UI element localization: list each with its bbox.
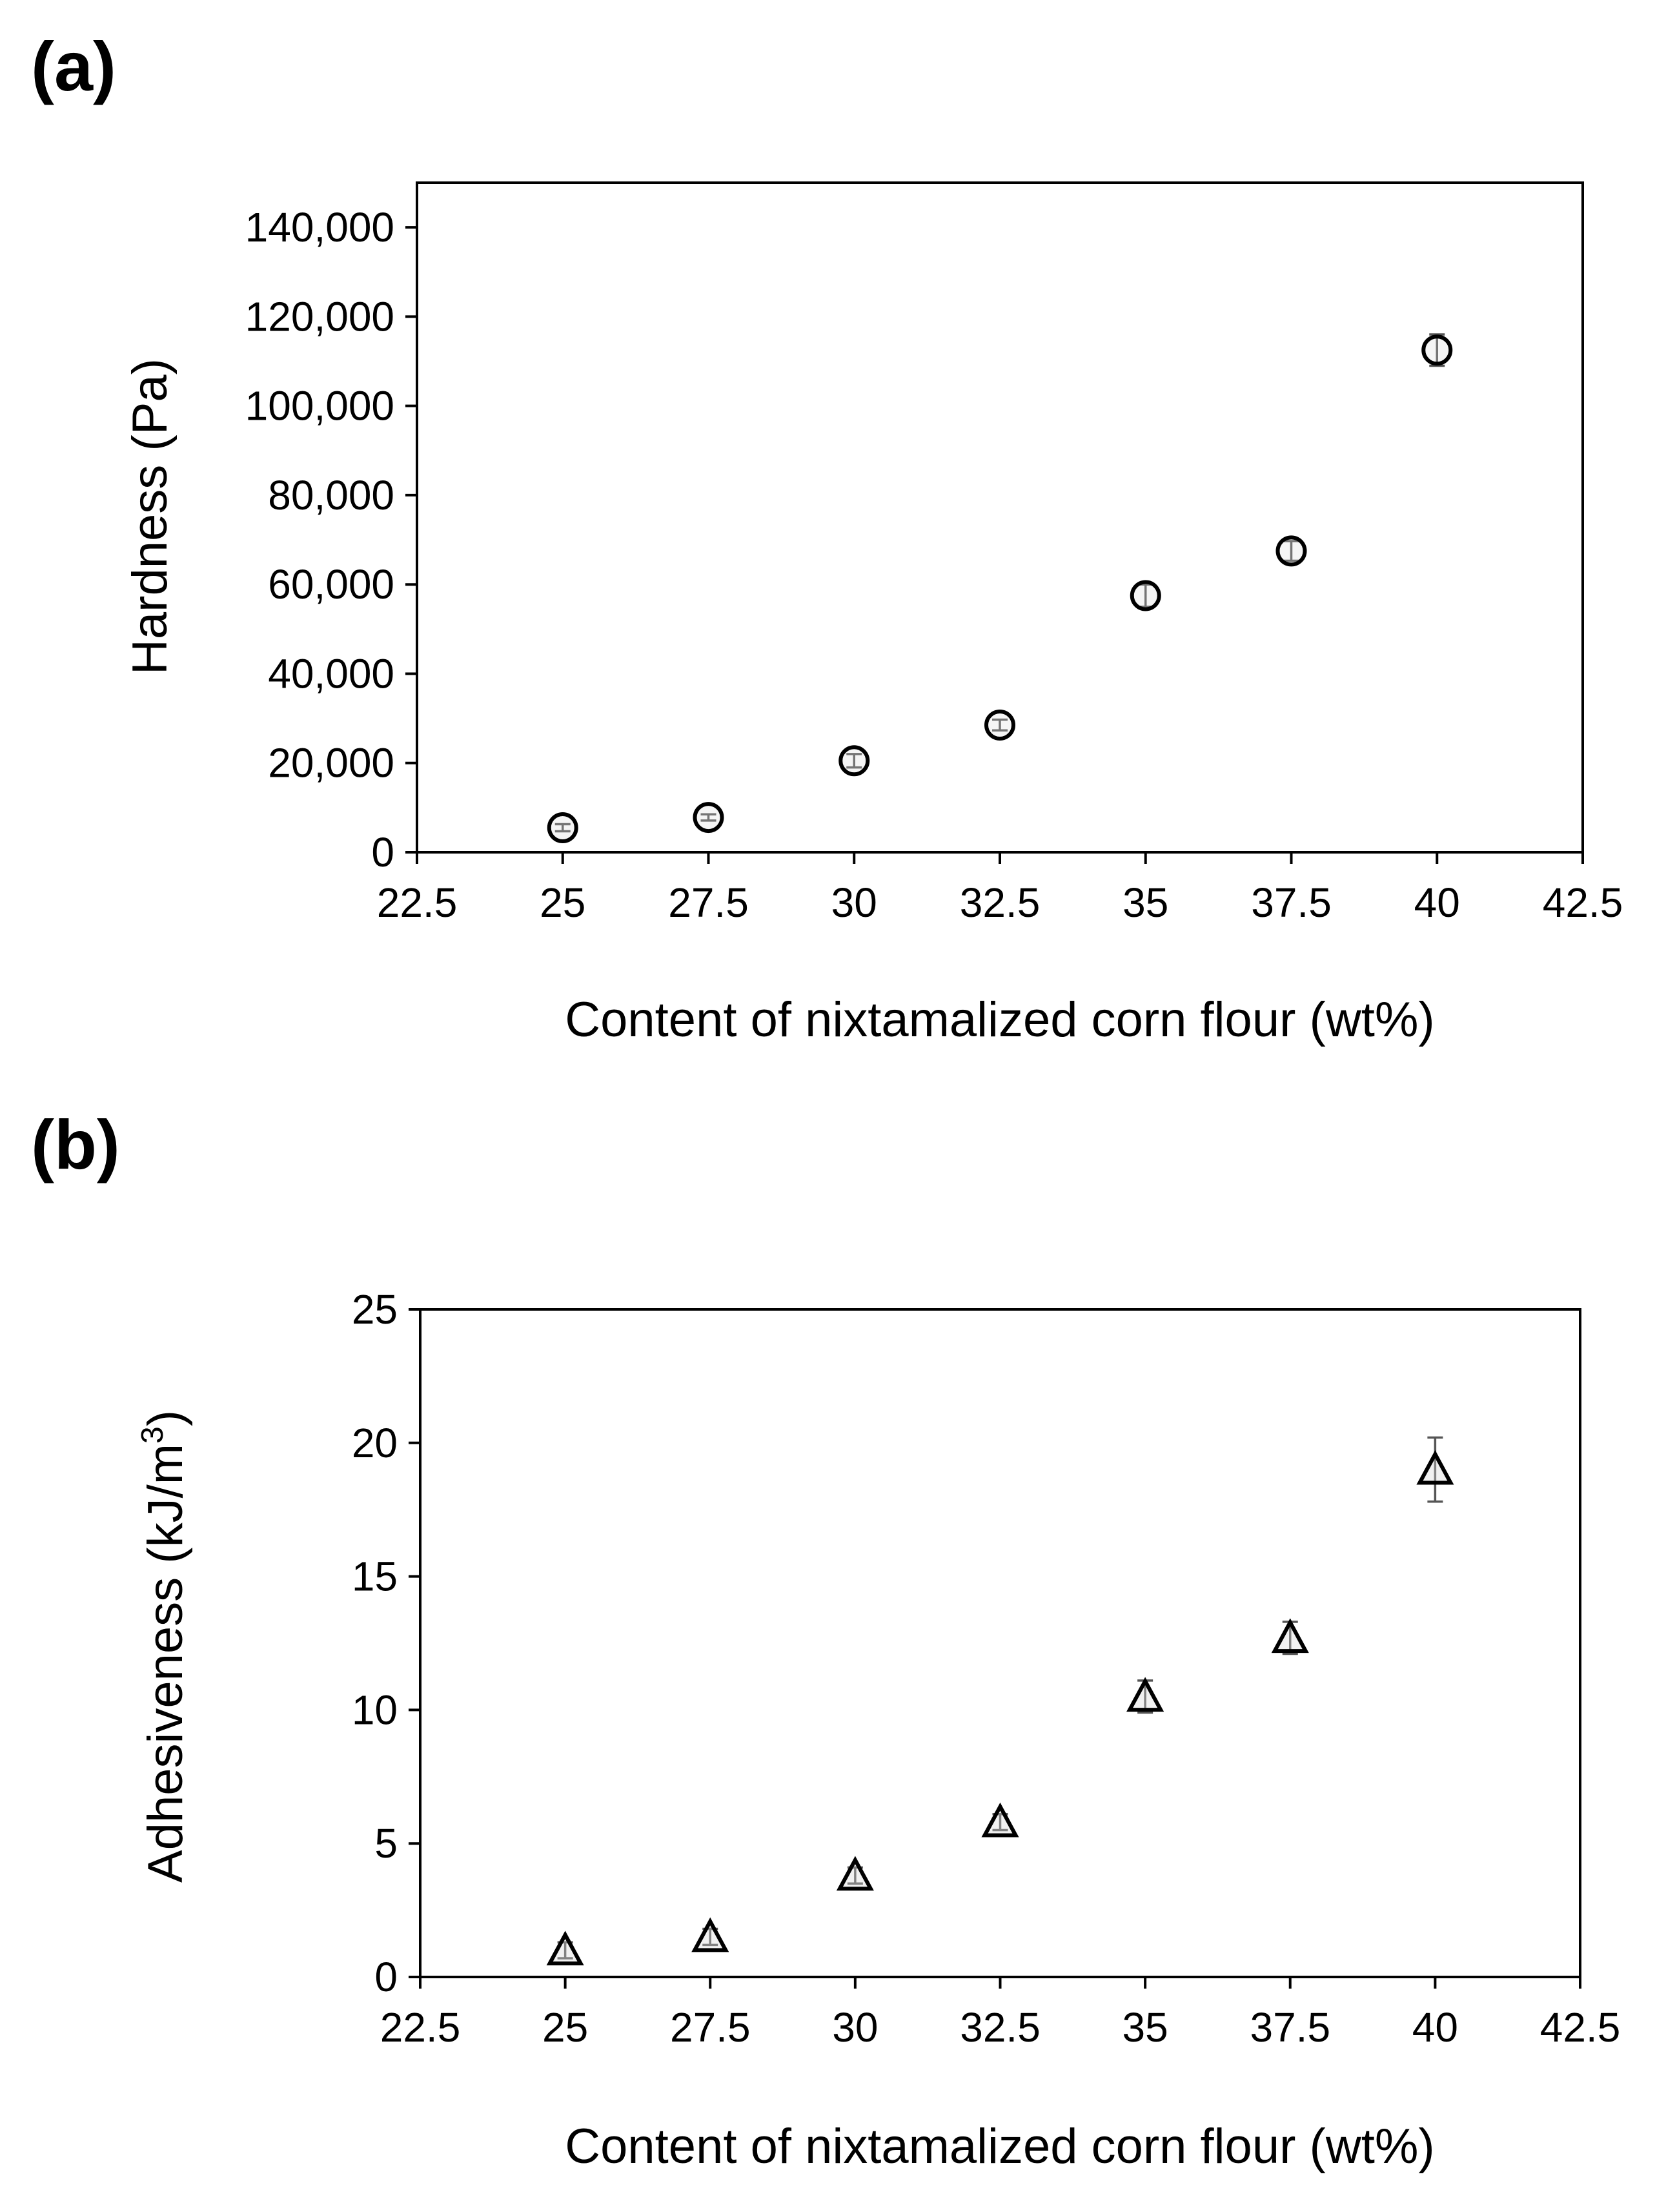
data-point-b bbox=[981, 1802, 1019, 1838]
x-tick-label-b: 25 bbox=[542, 2004, 588, 2051]
plot-frame-a bbox=[416, 181, 1584, 854]
y-tick-label-a: 80,000 bbox=[268, 472, 394, 518]
y-tick-label-b: 5 bbox=[374, 1820, 398, 1867]
plot-frame-b bbox=[419, 1308, 1581, 1978]
data-point-a bbox=[1275, 535, 1307, 567]
x-tick-label-b: 30 bbox=[832, 2004, 878, 2051]
x-tick-label-b: 35 bbox=[1123, 2004, 1168, 2051]
y-tick-label-b: 25 bbox=[352, 1286, 398, 1333]
x-tick-label-b: 42.5 bbox=[1540, 2004, 1621, 2051]
x-tick-label-a: 37.5 bbox=[1251, 879, 1332, 926]
y-tick-label-b: 10 bbox=[352, 1686, 398, 1733]
x-axis-title-a: Content of nixtamalized corn flour (wt%) bbox=[565, 992, 1434, 1047]
x-tick-label-b: 37.5 bbox=[1250, 2004, 1330, 2051]
tick-group-a: 22.5 25 27.5 30 32.5 35 37.5 40 42.5 0 20,000 40,00… bbox=[245, 204, 1623, 926]
x-tick-label-a: 27.5 bbox=[668, 879, 749, 926]
x-tick-label-a: 40 bbox=[1414, 879, 1460, 926]
marker-group-b bbox=[546, 1449, 1454, 1966]
data-point-a bbox=[1130, 580, 1161, 611]
error-bar-group-b bbox=[557, 1436, 1443, 1960]
y-tick-label-b: 20 bbox=[352, 1420, 398, 1466]
y-axis-title-b-main: Adhesiveness (kJ/m bbox=[138, 1444, 193, 1883]
data-point-a bbox=[547, 812, 578, 843]
y-axis-title-b-superscript: 3 bbox=[136, 1426, 170, 1444]
tick-group-b: 22.5 25 27.5 30 32.5 35 37.5 40 42.5 0 5 10 15 20 25 bbox=[352, 1286, 1620, 2051]
y-tick-label-b: 15 bbox=[352, 1553, 398, 1600]
data-point-a bbox=[984, 709, 1015, 741]
x-tick-label-a: 30 bbox=[831, 879, 877, 926]
x-tick-label-b: 27.5 bbox=[670, 2004, 751, 2051]
x-axis-title-b: Content of nixtamalized corn flour (wt%) bbox=[565, 2119, 1434, 2174]
x-tick-label-a: 42.5 bbox=[1543, 879, 1623, 926]
data-point-b bbox=[1271, 1618, 1309, 1654]
y-axis-title-b-suffix: ) bbox=[138, 1410, 193, 1426]
y-tick-label-a: 40,000 bbox=[268, 650, 394, 697]
y-tick-label-a: 20,000 bbox=[268, 740, 394, 786]
data-point-b bbox=[1126, 1677, 1164, 1712]
y-axis-title-a: Hardness (Pa) bbox=[123, 358, 178, 675]
panel-label-a: (a) bbox=[31, 27, 116, 105]
x-tick-label-a: 25 bbox=[540, 879, 585, 926]
data-point-b bbox=[546, 1930, 584, 1966]
x-tick-label-a: 22.5 bbox=[377, 879, 458, 926]
error-bar-group-a bbox=[554, 333, 1445, 833]
x-tick-label-b: 22.5 bbox=[380, 2004, 461, 2051]
data-point-b bbox=[1416, 1449, 1454, 1485]
y-tick-label-a: 120,000 bbox=[245, 293, 394, 340]
data-point-a bbox=[1421, 334, 1453, 366]
x-tick-label-b: 32.5 bbox=[960, 2004, 1041, 2051]
marker-group-a bbox=[547, 334, 1453, 843]
y-tick-label-a: 0 bbox=[371, 829, 394, 876]
x-tick-label-a: 35 bbox=[1123, 879, 1168, 926]
y-tick-label-a: 100,000 bbox=[245, 383, 394, 429]
chart-b: (b) 22.5 25 27.5 30 32.5 35 37.5 40 42.5 0 5 10 15 20… bbox=[31, 1105, 1620, 2174]
y-tick-label-b: 0 bbox=[374, 1954, 398, 2000]
data-point-a bbox=[693, 802, 724, 834]
chart-a: (a) 22.5 25 27.5 30 32.5 35 37.5 40 42.5 0 20,000 4… bbox=[31, 27, 1623, 1047]
y-tick-label-a: 60,000 bbox=[268, 561, 394, 608]
data-point-b bbox=[691, 1917, 729, 1952]
y-tick-label-a: 140,000 bbox=[245, 204, 394, 251]
y-axis-title-b: Adhesiveness (kJ/m3) bbox=[136, 1410, 193, 1883]
x-tick-label-b: 40 bbox=[1412, 2004, 1458, 2051]
data-point-b bbox=[836, 1856, 874, 1891]
data-point-a bbox=[838, 745, 870, 777]
panel-label-b: (b) bbox=[31, 1105, 120, 1183]
x-tick-label-a: 32.5 bbox=[960, 879, 1041, 926]
